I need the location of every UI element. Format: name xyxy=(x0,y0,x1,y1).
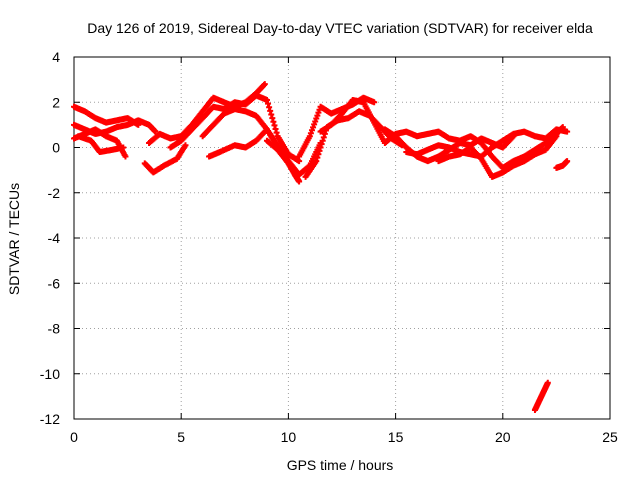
data-point xyxy=(318,141,325,148)
data-point xyxy=(564,158,571,165)
data-point xyxy=(371,99,378,106)
data-point xyxy=(120,144,127,151)
data-point xyxy=(182,142,189,149)
y-tick-labels: -12 -10 -8 -6 -4 -2 0 2 4 xyxy=(40,49,60,427)
data-point xyxy=(268,111,275,118)
x-tick-labels: 0 5 10 15 20 25 xyxy=(70,429,618,445)
data-point xyxy=(152,128,159,135)
axis-ticks xyxy=(73,56,611,420)
y-axis-label: SDTVAR / TECUs xyxy=(6,183,22,295)
data-point xyxy=(266,104,273,111)
x-tick-label: 20 xyxy=(495,429,511,445)
data-point xyxy=(315,151,322,158)
data-points xyxy=(71,81,571,413)
x-tick-label: 5 xyxy=(177,429,185,445)
y-tick-label: -8 xyxy=(48,321,61,337)
data-point xyxy=(267,107,274,114)
data-point xyxy=(272,125,279,132)
series-arc-5 xyxy=(141,142,189,176)
y-tick-label: -2 xyxy=(48,185,61,201)
y-tick-label: -12 xyxy=(40,411,60,427)
data-point xyxy=(320,134,327,141)
x-tick-label: 15 xyxy=(388,429,404,445)
data-point xyxy=(261,81,268,88)
series-arc-4 xyxy=(75,133,127,156)
data-point xyxy=(319,137,326,144)
y-tick-label: -4 xyxy=(48,230,61,246)
grid xyxy=(74,57,610,419)
y-tick-label: 0 xyxy=(52,140,60,156)
data-point xyxy=(313,158,320,165)
series-arc-17 xyxy=(456,124,566,171)
y-tick-label: -6 xyxy=(48,275,61,291)
data-point xyxy=(316,147,323,154)
x-tick-label: 10 xyxy=(281,429,297,445)
data-point xyxy=(564,128,571,135)
y-tick-label: 4 xyxy=(52,49,60,65)
x-axis-label: GPS time / hours xyxy=(287,457,394,473)
x-tick-label: 0 xyxy=(70,429,78,445)
data-point xyxy=(271,122,278,129)
y-tick-label: 2 xyxy=(52,94,60,110)
chart-title: Day 126 of 2019, Sidereal Day-to-day VTE… xyxy=(87,20,593,36)
data-point xyxy=(270,118,277,125)
series-arc-19 xyxy=(531,379,551,413)
data-point xyxy=(544,379,551,386)
data-point xyxy=(269,115,276,122)
series-arc-7 xyxy=(167,92,303,165)
data-point xyxy=(314,154,321,161)
data-point xyxy=(559,124,566,131)
data-point xyxy=(296,178,303,185)
data-point xyxy=(317,144,324,151)
data-point xyxy=(263,96,270,103)
series-arc-13 xyxy=(317,96,463,146)
series-arc-18 xyxy=(553,158,571,171)
series-arc-10 xyxy=(263,137,303,185)
series-arc-9 xyxy=(206,126,324,178)
x-tick-label: 25 xyxy=(602,429,618,445)
data-point xyxy=(122,153,129,160)
data-point xyxy=(265,100,272,107)
data-point xyxy=(273,129,280,136)
y-tick-label: -10 xyxy=(40,366,60,382)
